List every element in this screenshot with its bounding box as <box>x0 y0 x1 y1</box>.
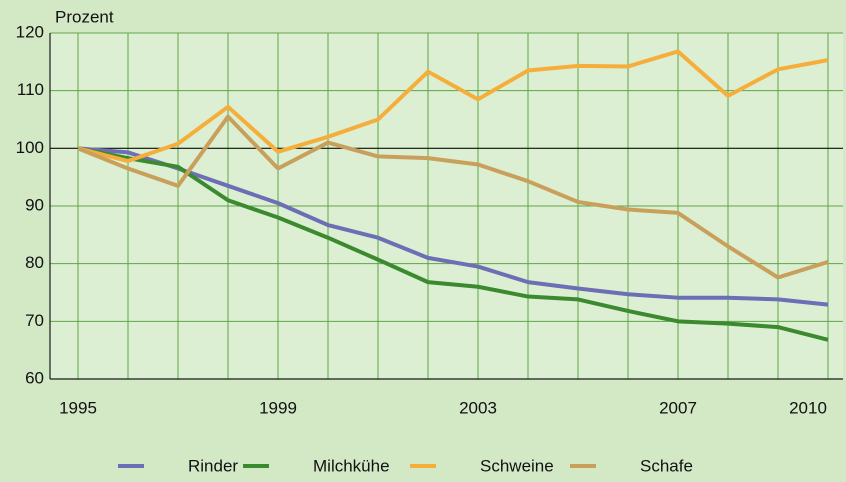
legend-label: Schweine <box>480 456 554 475</box>
y-tick-label: 90 <box>25 195 44 214</box>
y-tick-label: 60 <box>25 368 44 387</box>
series-line <box>77 146 829 307</box>
x-tick-label: 1995 <box>59 398 97 417</box>
legend-label: Schafe <box>640 456 693 475</box>
y-tick-label: 100 <box>16 138 44 157</box>
x-tick-label: 2003 <box>459 398 497 417</box>
series-line <box>77 114 829 280</box>
legend-label: Rinder <box>188 456 238 475</box>
x-tick-label: 2007 <box>659 398 697 417</box>
x-tick-label: 1999 <box>259 398 297 417</box>
y-tick-label: 110 <box>17 80 44 99</box>
y-tick-label: 80 <box>25 253 44 272</box>
y-axis-label: Prozent <box>55 7 114 26</box>
y-tick-label: 120 <box>16 22 44 41</box>
series-line <box>77 49 829 164</box>
series-line <box>77 146 829 342</box>
legend-label: Milchkühe <box>313 456 390 475</box>
y-tick-label: 70 <box>25 311 44 330</box>
x-tick-label: 2010 <box>789 398 827 417</box>
